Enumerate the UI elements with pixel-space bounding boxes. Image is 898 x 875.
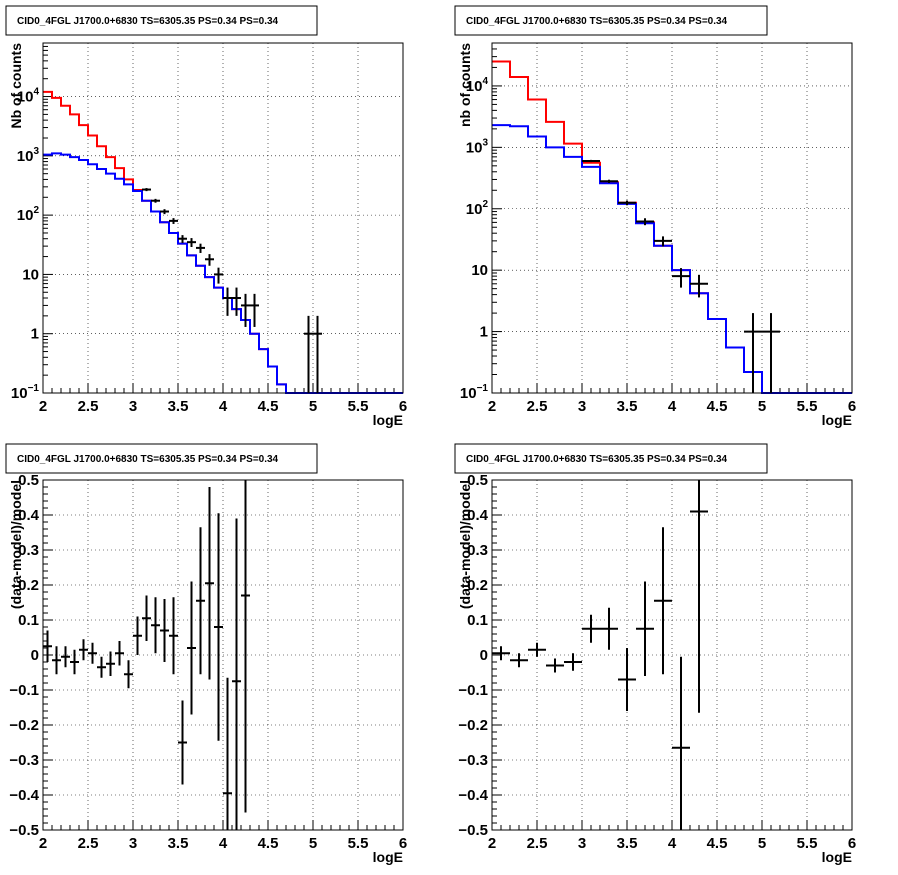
y-tick-label: 104 [466,76,489,95]
x-tick-label: 5 [758,835,766,852]
y-axis-label: Nb of counts [8,43,24,129]
x-tick-label: 4.5 [707,398,728,415]
y-axis-label: nb of counts [457,43,473,127]
x-tick-label: 4 [668,398,677,415]
y-tick-label: −0.5 [458,822,488,839]
x-tick-label: 4.5 [258,835,279,852]
y-tick-label: 0.1 [467,612,488,629]
y-tick-label: 103 [466,137,489,156]
x-axis-label: logE [373,849,403,865]
x-tick-label: 3 [129,398,137,415]
y-tick-label: 0.1 [18,612,39,629]
y-tick-label: 10−1 [11,383,40,402]
x-tick-label: 2 [488,398,496,415]
y-tick-label: −0.3 [9,752,39,769]
x-tick-label: 6 [848,398,856,415]
x-tick-label: 2.5 [527,835,548,852]
y-tick-label: 1 [31,326,39,343]
y-tick-label: 0.4 [18,507,40,524]
y-tick-label: −0.4 [9,787,39,804]
y-axis-label: (data-model)/model [457,480,473,609]
x-tick-label: 2.5 [78,835,99,852]
y-axis-label: (data-model)/model [8,480,24,609]
x-tick-label: 3 [129,835,137,852]
x-tick-label: 4 [219,835,228,852]
y-tick-label: 0 [31,647,39,664]
y-tick-label: 10 [22,266,39,283]
x-tick-label: 3.5 [617,835,638,852]
x-tick-label: 2.5 [527,398,548,415]
y-tick-label: 10 [471,262,488,279]
y-tick-label: 102 [466,199,489,218]
chart-title-box [454,443,768,474]
y-tick-label: 104 [17,87,40,106]
x-tick-label: 3.5 [617,398,638,415]
chart-title-box [5,5,318,36]
y-tick-label: 0.2 [18,577,39,594]
y-tick-label: 1 [480,324,488,341]
x-tick-label: 5.5 [348,398,369,415]
y-tick-label: 0.5 [18,472,39,489]
x-tick-label: 2 [39,398,47,415]
model-histogram-2 [492,124,852,394]
chart-title: CID0_4FGL J1700.0+6830 TS=6305.35 PS=0.3… [466,454,728,465]
plot-frame [42,42,404,394]
x-tick-label: 4 [668,835,677,852]
x-axis-label: logE [822,412,852,428]
y-tick-label: 0 [480,647,488,664]
x-tick-label: 3.5 [168,835,189,852]
model-histogram-2 [43,152,403,394]
x-tick-label: 4.5 [258,398,279,415]
y-tick-label: 0.3 [18,542,39,559]
x-tick-label: 6 [848,835,856,852]
chart-panel-1: CID0_4FGL J1700.0+6830 TS=6305.35 PS=0.3… [5,5,407,428]
x-axis-label: logE [822,849,852,865]
x-tick-label: 3.5 [168,398,189,415]
x-tick-label: 5.5 [797,398,818,415]
x-tick-label: 3 [578,398,586,415]
x-axis-label: logE [373,412,403,428]
y-tick-label: −0.2 [9,717,39,734]
y-tick-label: −0.2 [458,717,488,734]
y-tick-label: 0.5 [467,472,488,489]
y-tick-label: 0.4 [467,507,489,524]
y-tick-label: −0.1 [9,682,39,699]
x-tick-label: 2 [39,835,47,852]
x-tick-label: 5 [758,398,766,415]
chart-panel-2: CID0_4FGL J1700.0+6830 TS=6305.35 PS=0.3… [454,5,856,428]
y-tick-label: 102 [17,205,40,224]
x-tick-label: 5.5 [797,835,818,852]
x-tick-label: 6 [399,398,407,415]
y-tick-label: 0.3 [467,542,488,559]
chart-panel-3: CID0_4FGL J1700.0+6830 TS=6305.35 PS=0.3… [5,443,407,865]
chart-title-box [454,5,768,36]
y-tick-label: 0.2 [467,577,488,594]
x-tick-label: 5.5 [348,835,369,852]
x-tick-label: 5 [309,835,317,852]
x-tick-label: 6 [399,835,407,852]
plot-frame [42,479,404,831]
chart-title: CID0_4FGL J1700.0+6830 TS=6305.35 PS=0.3… [466,16,728,27]
x-tick-label: 2.5 [78,398,99,415]
chart-title-box [5,443,318,474]
y-tick-label: −0.4 [458,787,488,804]
y-tick-label: 103 [17,146,40,165]
x-tick-label: 5 [309,398,317,415]
x-tick-label: 4.5 [707,835,728,852]
x-tick-label: 2 [488,835,496,852]
y-tick-label: −0.3 [458,752,488,769]
chart-title: CID0_4FGL J1700.0+6830 TS=6305.35 PS=0.3… [17,454,279,465]
x-tick-label: 3 [578,835,586,852]
y-tick-label: 10−1 [460,383,489,402]
plot-frame [491,42,853,394]
y-tick-label: −0.5 [9,822,39,839]
y-tick-label: −0.1 [458,682,488,699]
chart-title: CID0_4FGL J1700.0+6830 TS=6305.35 PS=0.3… [17,16,279,27]
x-tick-label: 4 [219,398,228,415]
chart-panel-4: CID0_4FGL J1700.0+6830 TS=6305.35 PS=0.3… [454,443,856,865]
plot-frame [491,479,853,831]
